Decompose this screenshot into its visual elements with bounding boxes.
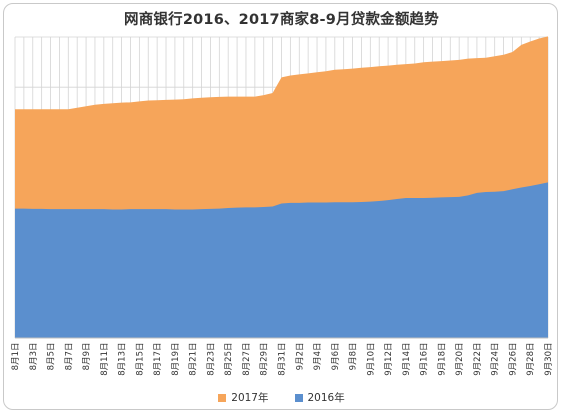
x-tick-label: 9月12日 xyxy=(384,343,394,376)
x-tick-label: 8月21日 xyxy=(189,343,199,376)
x-tick-label: 8月7日 xyxy=(64,343,74,371)
x-tick-label: 9月6日 xyxy=(331,343,341,371)
x-tick-label: 9月28日 xyxy=(526,343,536,376)
x-tick-label: 9月4日 xyxy=(313,343,323,371)
x-tick-label: 9月30日 xyxy=(544,343,554,376)
x-tick-label: 8月3日 xyxy=(29,343,39,371)
x-tick-label: 9月16日 xyxy=(420,343,430,376)
x-tick-label: 8月29日 xyxy=(260,343,270,376)
x-tick-label: 9月24日 xyxy=(491,343,501,376)
x-tick-label: 8月19日 xyxy=(171,343,181,376)
x-tick-label: 8月31日 xyxy=(278,343,288,376)
x-tick-label: 9月14日 xyxy=(402,343,412,376)
x-tick-label: 8月5日 xyxy=(47,343,57,371)
area-series-2016 xyxy=(15,182,548,338)
x-tick-label: 8月17日 xyxy=(153,343,163,376)
x-tick-label: 8月15日 xyxy=(135,343,145,376)
legend-item-2017: 2017年 xyxy=(218,390,269,405)
x-tick-label: 9月26日 xyxy=(508,343,518,376)
x-tick-label: 8月1日 xyxy=(11,343,21,371)
legend-swatch-2017 xyxy=(218,393,227,402)
x-tick-label: 9月10日 xyxy=(366,343,376,376)
x-tick-label: 8月9日 xyxy=(82,343,92,371)
legend-label-2017: 2017年 xyxy=(231,392,269,404)
x-tick-label: 9月8日 xyxy=(349,343,359,371)
legend: 2017年 2016年 xyxy=(0,390,563,405)
x-tick-label: 9月18日 xyxy=(437,343,447,376)
x-tick-label: 8月25日 xyxy=(224,343,234,376)
x-tick-label: 8月23日 xyxy=(206,343,216,376)
legend-item-2016: 2016年 xyxy=(294,390,345,405)
x-tick-label: 9月22日 xyxy=(473,343,483,376)
x-tick-label: 9月20日 xyxy=(455,343,465,376)
x-tick-label: 8月11日 xyxy=(100,343,110,376)
x-tick-label: 9月2日 xyxy=(295,343,305,371)
chart-title: 网商银行2016、2017商家8-9月贷款金额趋势 xyxy=(124,12,439,28)
x-tick-label: 8月13日 xyxy=(118,343,128,376)
legend-swatch-2016 xyxy=(294,393,303,402)
x-tick-label: 8月27日 xyxy=(242,343,252,376)
legend-label-2016: 2016年 xyxy=(307,392,345,404)
